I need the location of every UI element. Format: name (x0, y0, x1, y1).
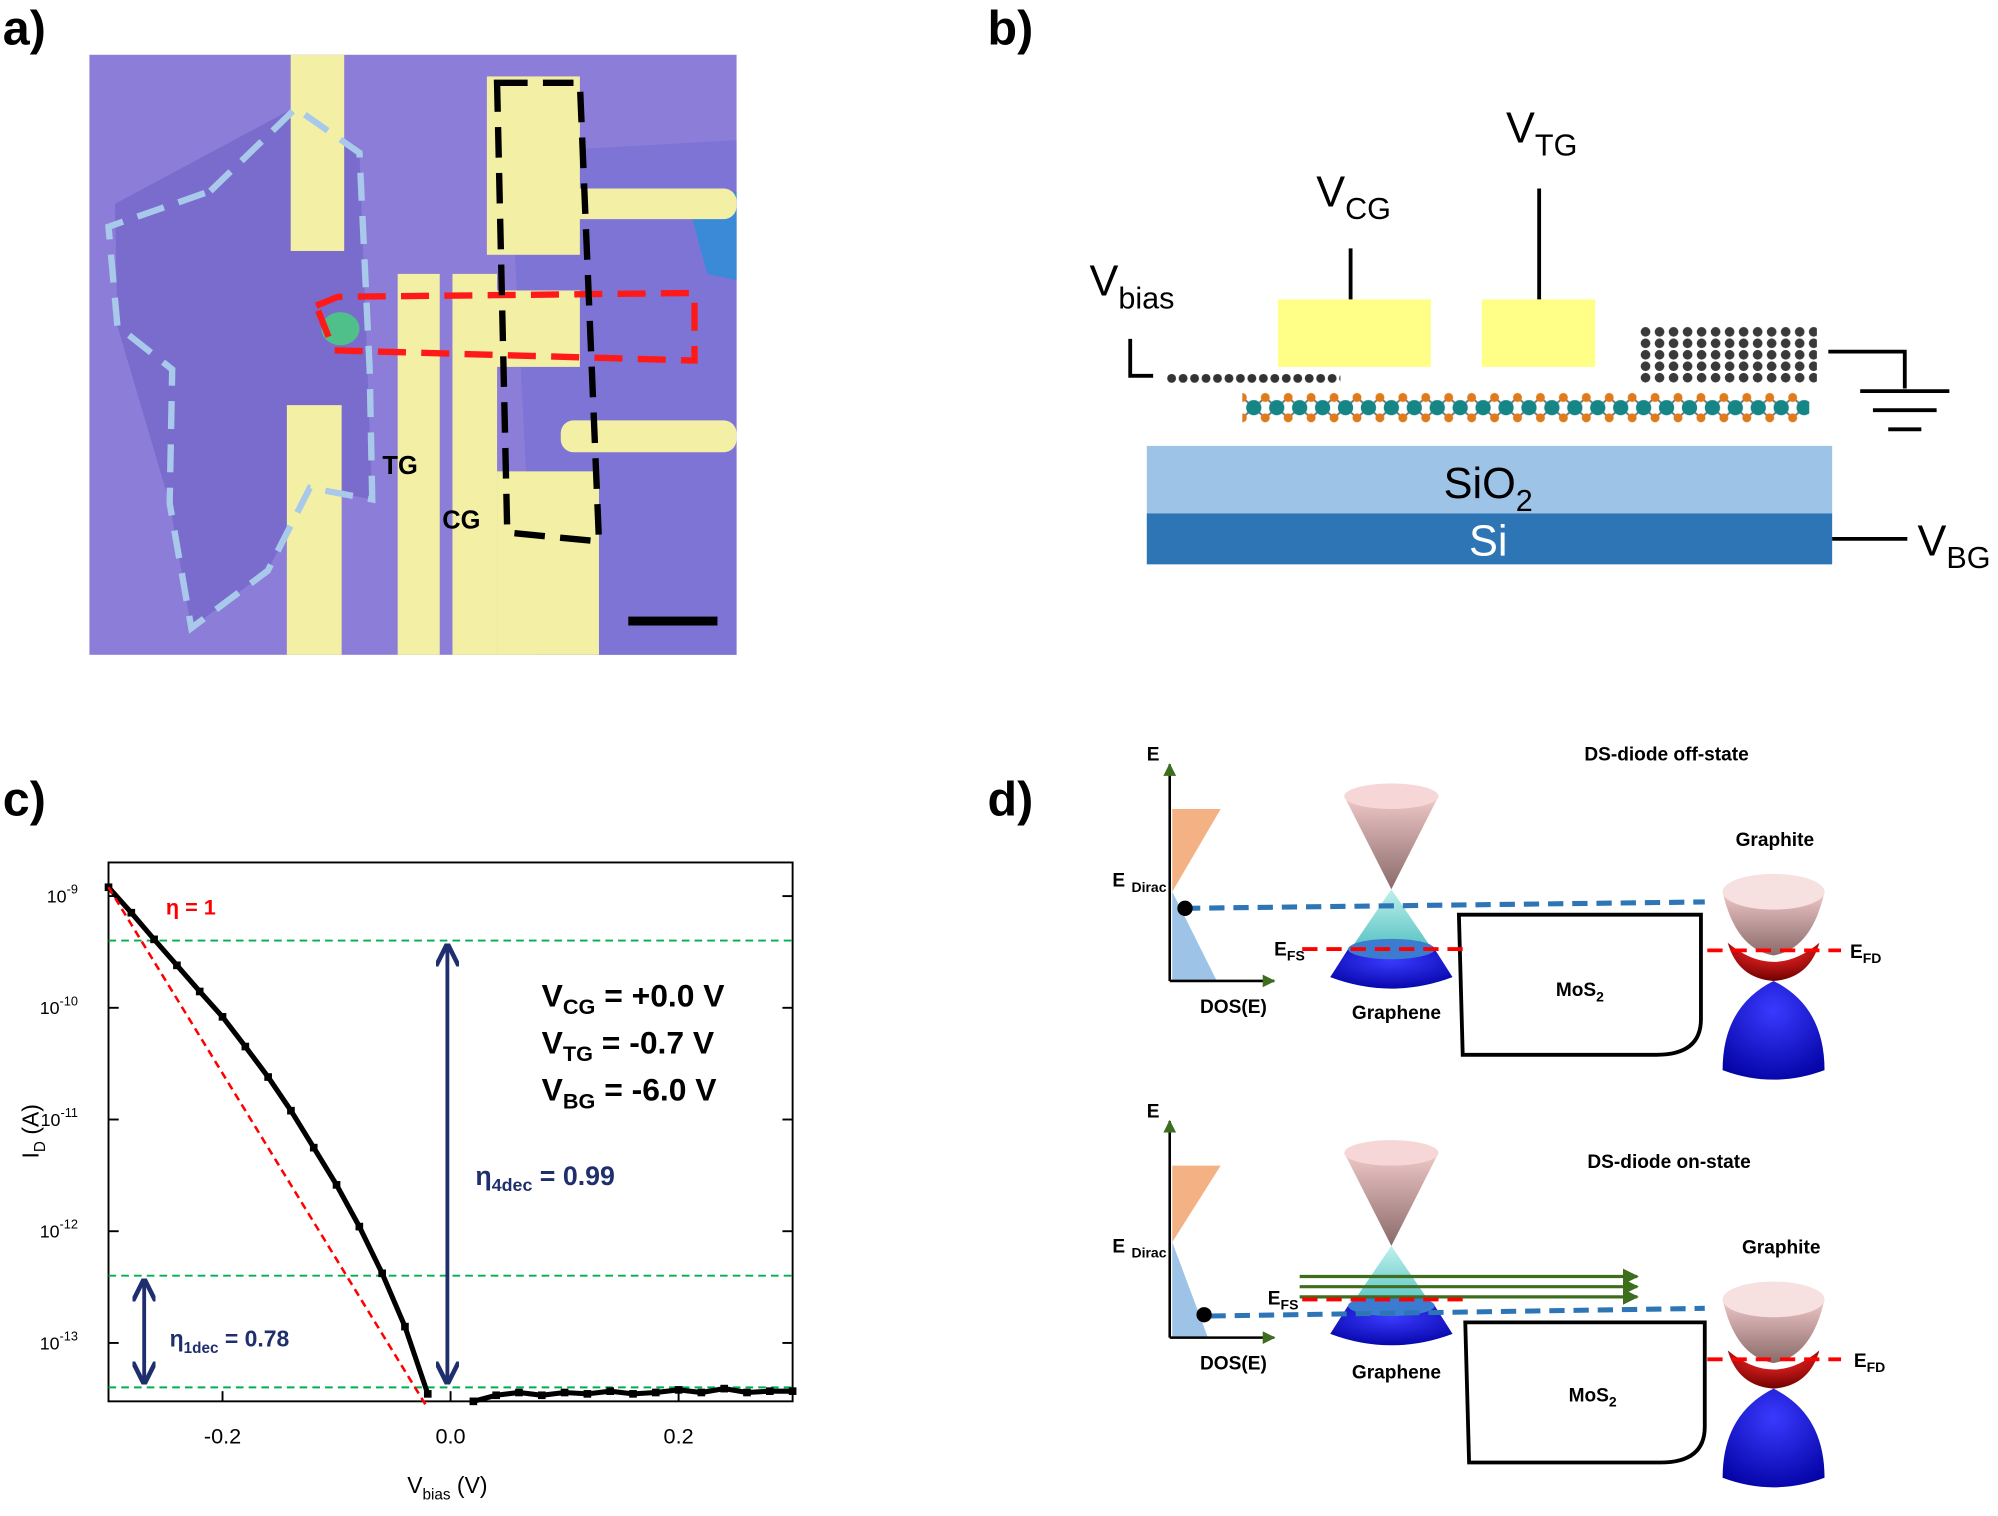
voltage-label: VBG (1918, 517, 1991, 575)
energy-label: EFD (1854, 1351, 1885, 1375)
material-label: Graphene (1352, 1003, 1441, 1024)
micrograph: TG CG (89, 54, 737, 655)
material-label: Graphite (1742, 1238, 1821, 1259)
axis-label: DOS(E) (1200, 997, 1267, 1018)
y-tick-label: 10-10 (40, 993, 78, 1018)
annotation: η = 1 (166, 895, 216, 920)
y-tick-base: 10 (47, 886, 67, 906)
y-tick-exponent: -12 (60, 1217, 78, 1232)
material-label: Graphene (1352, 1362, 1441, 1383)
panel-label: d) (988, 772, 1034, 826)
state-title: DS-diode off-state (1584, 745, 1748, 766)
energy-label: E Dirac (1112, 1236, 1166, 1260)
electrode-label: CG (442, 507, 480, 535)
y-tick-exponent: -9 (67, 882, 78, 897)
energy-label: E Dirac (1112, 871, 1166, 895)
x-tick-label: 0.2 (664, 1423, 694, 1448)
x-tick-label: -0.2 (204, 1423, 241, 1448)
state-title: DS-diode on-state (1587, 1152, 1750, 1173)
energy-label: EFS (1274, 939, 1305, 963)
annotation: VTG = -0.7 V (542, 1025, 715, 1067)
y-tick-label: 10-9 (47, 882, 78, 907)
y-tick-exponent: -10 (60, 993, 78, 1008)
material-label: MoS2 (1569, 1385, 1617, 1409)
data-line (472, 1386, 793, 1404)
x-axis-label: Vbias (V) (407, 1472, 487, 1503)
panel-label: b) (988, 2, 1034, 56)
y-tick-base: 10 (40, 1333, 60, 1353)
y-tick-base: 10 (40, 998, 60, 1018)
electrode-label: TG (382, 452, 417, 480)
y-axis-label: ID (A) (17, 1104, 48, 1158)
band-diagram: DS-diode off-state Graphite E E Dirac EFS… (1112, 745, 1885, 1488)
voltage-label: Vbias (1089, 258, 1174, 316)
annotation: η1dec = 0.78 (170, 1326, 290, 1357)
panel-label: c) (3, 772, 46, 826)
y-tick-exponent: -11 (60, 1105, 77, 1120)
voltage-label: VTG (1506, 105, 1577, 163)
axis-label: DOS(E) (1200, 1353, 1267, 1374)
layer-label: Si (1469, 517, 1508, 565)
y-tick-label: 10-12 (40, 1217, 78, 1242)
energy-label: EFD (1850, 942, 1881, 966)
energy-label: EFS (1268, 1289, 1299, 1313)
chart: Vbias (V) ID (A) η = 1 η4dec = 0.99 η1de… (17, 861, 797, 1503)
annotation: VBG = -6.0 V (542, 1072, 718, 1114)
axis-label: E (1147, 1101, 1160, 1122)
annotation: VCG = +0.0 V (542, 977, 726, 1019)
plot-frame (107, 861, 794, 1403)
y-tick-base: 10 (40, 1222, 60, 1242)
material-label: Graphite (1736, 830, 1815, 851)
voltage-label: VCG (1316, 168, 1391, 226)
panel-label: a) (3, 2, 46, 56)
axis-label: E (1147, 745, 1160, 766)
cross-section: VCG VTG Vbias VBG SiO2 Si (1089, 105, 1990, 575)
x-tick-label: 0.0 (436, 1423, 466, 1448)
layer-label: SiO2 (1444, 460, 1533, 518)
y-tick-exponent: -13 (60, 1328, 78, 1343)
y-tick-label: 10-11 (41, 1105, 78, 1130)
y-tick-label: 10-13 (40, 1328, 78, 1353)
data-line (106, 885, 431, 1395)
y-tick-base: 10 (41, 1110, 61, 1130)
annotation: η4dec = 0.99 (475, 1161, 615, 1195)
material-label: MoS2 (1556, 980, 1604, 1004)
